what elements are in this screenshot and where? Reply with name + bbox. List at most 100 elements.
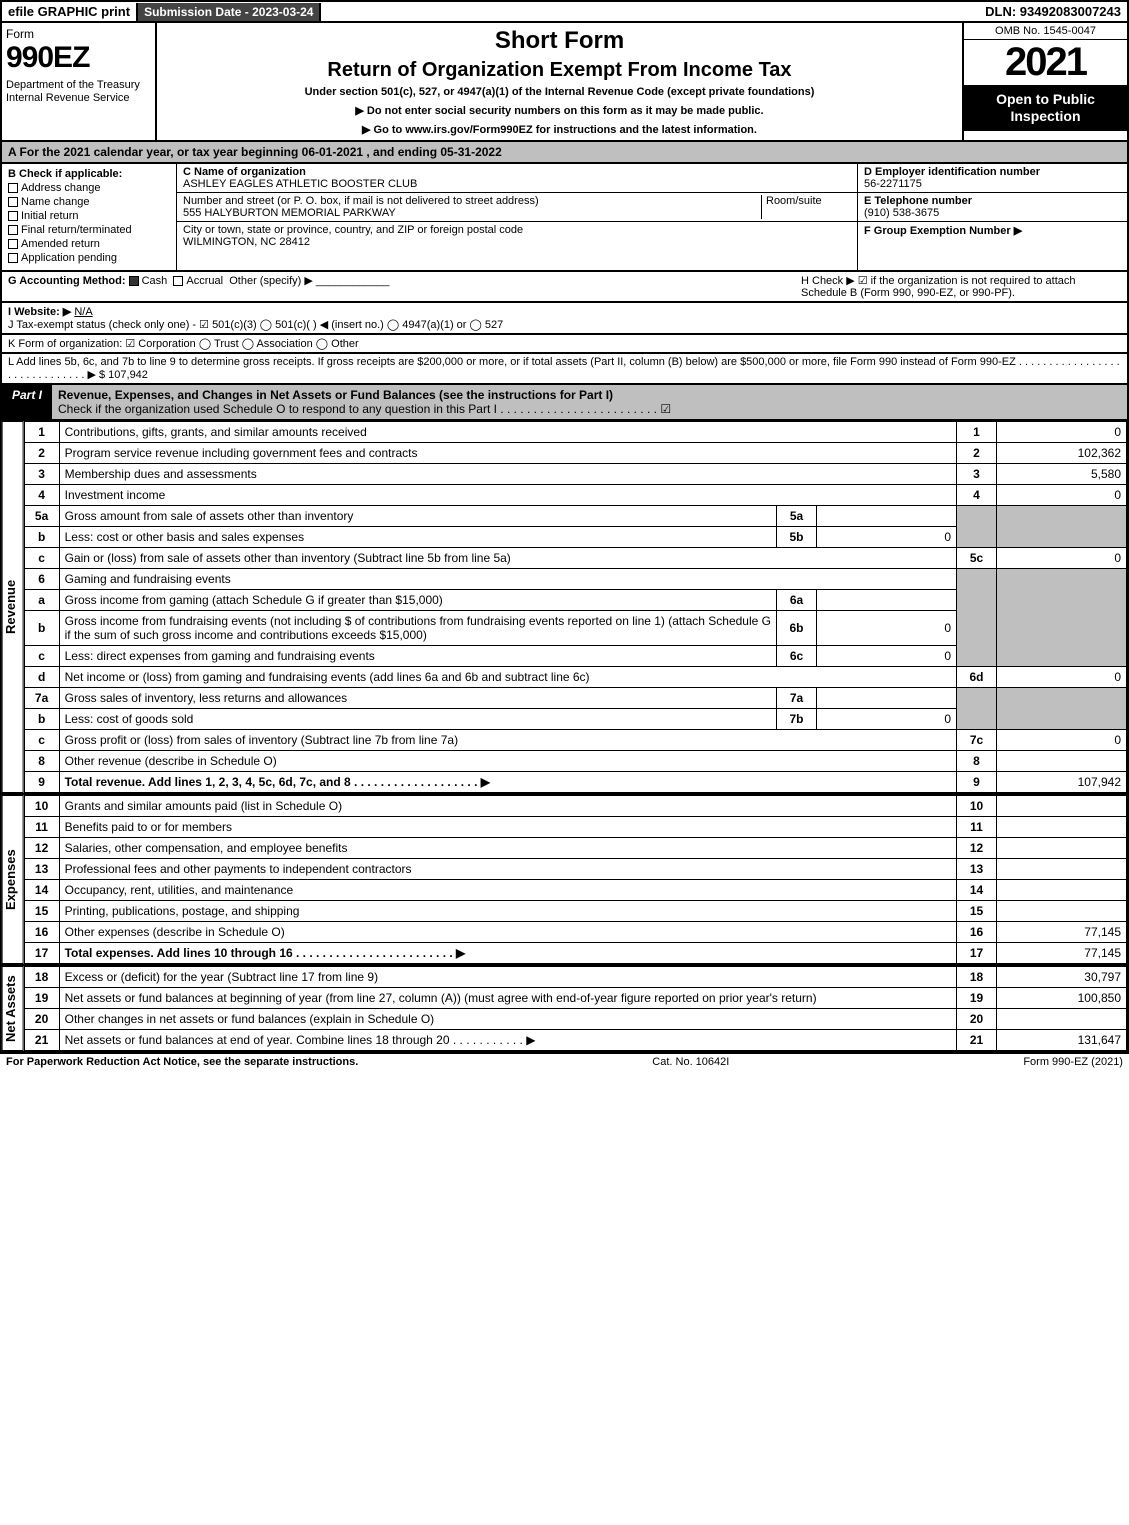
submission-date: Submission Date - 2023-03-24 — [136, 3, 321, 21]
row-1-val: 0 — [997, 422, 1127, 443]
column-def: D Employer identification number 56-2271… — [857, 164, 1127, 270]
row-3-val: 5,580 — [997, 464, 1127, 485]
tel-label: E Telephone number — [864, 195, 972, 207]
row-16-label: Other expenses (describe in Schedule O) — [59, 922, 956, 943]
row-17-label: Total expenses. Add lines 10 through 16 … — [59, 943, 956, 964]
row-6d-val: 0 — [997, 667, 1127, 688]
row-9-label: Total revenue. Add lines 1, 2, 3, 4, 5c,… — [59, 772, 956, 793]
row-7b-label: Less: cost of goods sold — [59, 709, 776, 730]
website-label: I Website: ▶ — [8, 306, 71, 318]
org-city: WILMINGTON, NC 28412 — [183, 236, 310, 248]
website-value: N/A — [74, 306, 92, 318]
row-13-label: Professional fees and other payments to … — [59, 859, 956, 880]
row-19-label: Net assets or fund balances at beginning… — [59, 988, 956, 1009]
tax-year: 2021 — [964, 40, 1127, 85]
row-19-val: 100,850 — [997, 988, 1127, 1009]
row-5c-val: 0 — [997, 548, 1127, 569]
short-form-title: Short Form — [163, 27, 956, 55]
chk-amended-return[interactable]: Amended return — [8, 238, 170, 250]
row-12-label: Salaries, other compensation, and employ… — [59, 838, 956, 859]
org-name: ASHLEY EAGLES ATHLETIC BOOSTER CLUB — [183, 178, 417, 190]
net-assets-table: 18Excess or (deficit) for the year (Subt… — [24, 966, 1127, 1051]
row-6a-label: Gross income from gaming (attach Schedul… — [59, 590, 776, 611]
row-6d-label: Net income or (loss) from gaming and fun… — [59, 667, 956, 688]
paperwork-notice: For Paperwork Reduction Act Notice, see … — [6, 1056, 358, 1068]
row-5a-label: Gross amount from sale of assets other t… — [59, 506, 776, 527]
row-3-label: Membership dues and assessments — [59, 464, 956, 485]
ein-value: 56-2271175 — [864, 178, 922, 190]
tel-value: (910) 538-3675 — [864, 207, 939, 219]
under-section-text: Under section 501(c), 527, or 4947(a)(1)… — [163, 86, 956, 98]
form-word: Form — [6, 27, 151, 41]
part1-header: Part I Revenue, Expenses, and Changes in… — [0, 385, 1129, 421]
row-17-val: 77,145 — [997, 943, 1127, 964]
row-10-label: Grants and similar amounts paid (list in… — [59, 796, 956, 817]
row-2-label: Program service revenue including govern… — [59, 443, 956, 464]
row-7c-val: 0 — [997, 730, 1127, 751]
header-left: Form 990EZ Department of the Treasury In… — [2, 23, 157, 140]
g-label: G Accounting Method: — [8, 275, 126, 287]
row-7a-label: Gross sales of inventory, less returns a… — [59, 688, 776, 709]
block-gh: G Accounting Method: Cash Accrual Other … — [0, 272, 1129, 303]
department-label: Department of the Treasury Internal Reve… — [6, 79, 151, 105]
ein-label: D Employer identification number — [864, 166, 1040, 178]
g-other: Other (specify) ▶ — [229, 275, 313, 287]
row-4-label: Investment income — [59, 485, 956, 506]
row-8-label: Other revenue (describe in Schedule O) — [59, 751, 956, 772]
h-schedule-b: H Check ▶ ☑ if the organization is not r… — [801, 274, 1121, 299]
form-ref: Form 990-EZ (2021) — [1023, 1056, 1123, 1068]
part1-sub: Check if the organization used Schedule … — [58, 402, 671, 416]
block-bcdef: B Check if applicable: Address change Na… — [0, 164, 1129, 272]
net-assets-section: Net Assets 18Excess or (deficit) for the… — [0, 966, 1129, 1053]
row-18-val: 30,797 — [997, 967, 1127, 988]
row-6-label: Gaming and fundraising events — [59, 569, 956, 590]
chk-address-change[interactable]: Address change — [8, 182, 170, 194]
expenses-section: Expenses 10Grants and similar amounts pa… — [0, 795, 1129, 966]
chk-accrual[interactable] — [173, 276, 183, 286]
form-number: 990EZ — [6, 41, 151, 75]
j-tax-exempt: J Tax-exempt status (check only one) - ☑… — [8, 318, 1121, 331]
goto-text: ▶ Go to www.irs.gov/Form990EZ for instru… — [362, 124, 757, 136]
l-amount: $ 107,942 — [99, 369, 148, 381]
row-11-label: Benefits paid to or for members — [59, 817, 956, 838]
org-address: 555 HALYBURTON MEMORIAL PARKWAY — [183, 207, 396, 219]
block-l: L Add lines 5b, 6c, and 7b to line 9 to … — [0, 354, 1129, 385]
row-1-label: Contributions, gifts, grants, and simila… — [59, 422, 956, 443]
row-7c-label: Gross profit or (loss) from sales of inv… — [59, 730, 956, 751]
row-9-val: 107,942 — [997, 772, 1127, 793]
row-21-label: Net assets or fund balances at end of ye… — [59, 1030, 956, 1051]
b-title: B Check if applicable: — [8, 168, 170, 180]
open-inspection-badge: Open to Public Inspection — [964, 85, 1127, 131]
row-20-label: Other changes in net assets or fund bala… — [59, 1009, 956, 1030]
row-6b-label: Gross income from fundraising events (no… — [59, 611, 776, 646]
row-4-val: 0 — [997, 485, 1127, 506]
g-accounting: G Accounting Method: Cash Accrual Other … — [8, 274, 389, 299]
row-21-val: 131,647 — [997, 1030, 1127, 1051]
chk-initial-return[interactable]: Initial return — [8, 210, 170, 222]
part1-tag: Part I — [2, 385, 52, 419]
revenue-section: Revenue 1Contributions, gifts, grants, a… — [0, 421, 1129, 795]
revenue-table: 1Contributions, gifts, grants, and simil… — [24, 421, 1127, 793]
revenue-side-label: Revenue — [2, 421, 24, 793]
chk-cash[interactable] — [129, 276, 139, 286]
row-6c-label: Less: direct expenses from gaming and fu… — [59, 646, 776, 667]
expenses-side-label: Expenses — [2, 795, 24, 964]
c-addr-label: Number and street (or P. O. box, if mail… — [183, 195, 539, 207]
chk-final-return[interactable]: Final return/terminated — [8, 224, 170, 236]
block-k: K Form of organization: ☑ Corporation ◯ … — [0, 335, 1129, 354]
goto-link[interactable]: ▶ Go to www.irs.gov/Form990EZ for instru… — [163, 123, 956, 136]
c-name-label: C Name of organization — [183, 166, 306, 178]
ssn-note: ▶ Do not enter social security numbers o… — [163, 104, 956, 117]
column-c: C Name of organization ASHLEY EAGLES ATH… — [177, 164, 857, 270]
c-city-label: City or town, state or province, country… — [183, 224, 523, 236]
line-a: A For the 2021 calendar year, or tax yea… — [0, 142, 1129, 164]
column-b: B Check if applicable: Address change Na… — [2, 164, 177, 270]
group-exemption-label: F Group Exemption Number ▶ — [864, 225, 1022, 237]
return-title: Return of Organization Exempt From Incom… — [163, 59, 956, 82]
chk-application-pending[interactable]: Application pending — [8, 252, 170, 264]
row-16-val: 77,145 — [997, 922, 1127, 943]
form-header: Form 990EZ Department of the Treasury In… — [0, 23, 1129, 142]
chk-name-change[interactable]: Name change — [8, 196, 170, 208]
row-2-val: 102,362 — [997, 443, 1127, 464]
row-14-label: Occupancy, rent, utilities, and maintena… — [59, 880, 956, 901]
